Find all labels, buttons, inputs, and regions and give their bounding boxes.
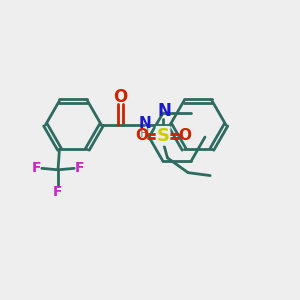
Text: F: F — [53, 185, 63, 200]
Text: F: F — [32, 161, 41, 175]
Text: F: F — [75, 161, 84, 175]
Text: O: O — [135, 128, 148, 143]
Text: O: O — [113, 88, 128, 106]
Text: S: S — [157, 127, 169, 145]
Text: N: N — [138, 116, 151, 131]
Text: N: N — [158, 101, 171, 119]
Text: O: O — [178, 128, 191, 143]
Text: H: H — [140, 127, 149, 140]
